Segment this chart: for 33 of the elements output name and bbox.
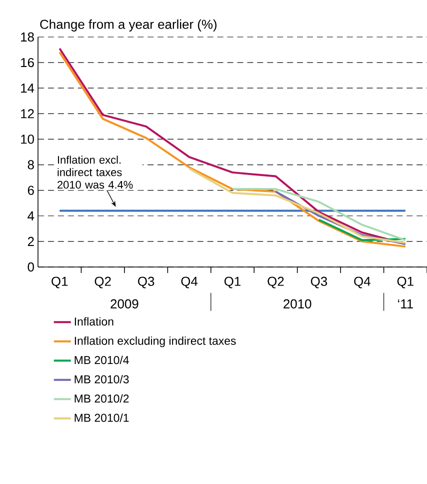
line-series: [232, 188, 406, 242]
legend-label: MB 2010/2: [74, 394, 129, 403]
ref-line-label: Inflation excl. indirect taxes 2010 was 4.4%: [58, 156, 133, 189]
x-tick-label: Q3: [138, 276, 154, 288]
y-tick-label: 12: [21, 109, 34, 118]
legend-label: MB 2010/3: [74, 374, 129, 384]
x-tick-label: Q1: [397, 276, 414, 288]
y-tick-label: 16: [21, 58, 34, 68]
x-tick-label: Q1: [224, 276, 241, 288]
y-tick-label: 18: [21, 32, 34, 42]
x-tick-label: Q3: [310, 276, 328, 288]
y-tick-label: 4: [28, 211, 34, 220]
legend-label: MB 2010/1: [74, 413, 129, 422]
line-series: [188, 168, 406, 244]
y-tick-label: 0: [28, 262, 34, 272]
x-tick-label: Q4: [181, 276, 198, 288]
y-tick-label: 8: [28, 160, 34, 170]
y-tick-label: 2: [28, 236, 34, 246]
text: 2010: [284, 299, 312, 308]
text: 2009: [110, 299, 138, 308]
y-tick-label: 6: [28, 186, 34, 195]
x-tick-label: Q4: [354, 276, 370, 288]
line-series: [274, 190, 406, 245]
y-axis-title: Change from a year earlier (%): [40, 19, 216, 32]
x-tick-label: Q2: [268, 276, 284, 288]
x-tick-label: Q1: [52, 276, 68, 288]
legend-label: Inflation: [74, 317, 114, 326]
x-tick-label: Q2: [94, 276, 111, 288]
legend-label: Inflation excluding indirect taxes: [74, 336, 236, 348]
y-tick-label: 10: [21, 134, 34, 144]
legend-label: MB 2010/4: [74, 356, 129, 364]
text: ‘11: [398, 299, 413, 308]
y-tick-label: 14: [21, 84, 34, 93]
